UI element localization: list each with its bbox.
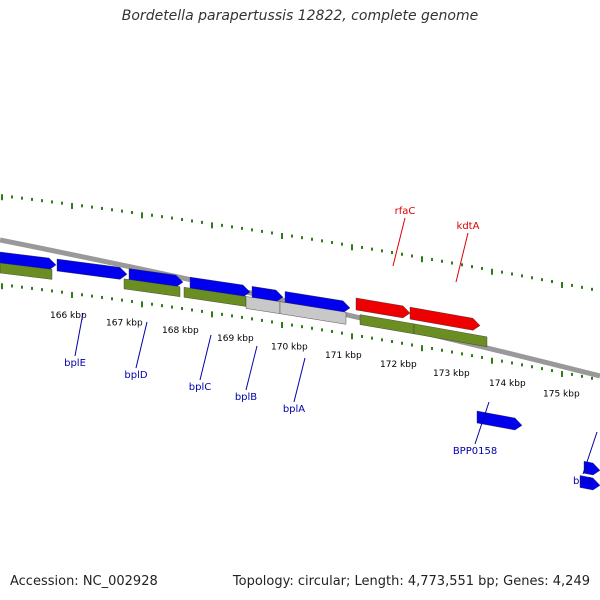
outer-tick-ring: [1, 194, 593, 291]
cds-bar: [0, 262, 53, 280]
gene-label-rfac: rfaC: [395, 206, 416, 217]
gene-arrow: [284, 291, 351, 314]
kbp-label: 168 kbp: [162, 326, 199, 336]
topology-summary: Topology: circular; Length: 4,773,551 bp…: [232, 574, 590, 589]
kbp-label: 166 kbp: [50, 311, 87, 321]
scale-labels: 166 kbp 167 kbp 168 kbp 169 kbp 170 kbp 171 k…: [50, 311, 580, 399]
label-leader: [474, 401, 490, 445]
kbp-label: 173 kbp: [433, 369, 470, 379]
label-leader: [245, 345, 258, 391]
gene-arrow: [128, 268, 184, 288]
label-leader: [135, 321, 148, 369]
accession-label: Accession: NC_002928: [10, 574, 158, 589]
gene-label-bpla: bplA: [283, 404, 305, 415]
label-leader: [455, 232, 469, 283]
gene-labels: bplE bplD bplC bplB bplA BPP0158 birA rfaC kdtA: [64, 206, 598, 487]
label-leader: [199, 334, 212, 381]
kbp-label: 175 kbp: [543, 389, 580, 399]
gene-label-bpld: bplD: [124, 370, 147, 381]
label-leader: [392, 217, 406, 267]
gene-arrow: [251, 286, 284, 303]
label-leader: [74, 312, 84, 357]
kbp-label: 172 kbp: [380, 360, 417, 370]
kbp-label: 171 kbp: [325, 351, 362, 361]
rna-arrow: [355, 297, 411, 319]
gene-label-bpp0158: BPP0158: [453, 446, 497, 457]
kbp-label: 170 kbp: [271, 342, 308, 352]
cds-bar: [123, 278, 181, 297]
genome-title: Bordetella parapertussis 12822, complete…: [121, 8, 479, 24]
gene-label-bplb: bplB: [235, 392, 257, 403]
kbp-label: 169 kbp: [217, 334, 254, 344]
feature-track: [0, 251, 600, 491]
cds-bar: [359, 314, 415, 335]
gene-label-kdta: kdtA: [457, 221, 480, 232]
gene-arrow: [189, 276, 251, 298]
label-leader: [293, 357, 306, 403]
inner-tick-ring: [1, 283, 593, 380]
gene-arrow: [476, 410, 523, 431]
label-leader: [582, 431, 598, 475]
gene-label-bple: bplE: [64, 358, 86, 369]
cds-bar: [413, 323, 488, 348]
pseudo-bar: [279, 301, 347, 325]
gene-label-bplc: bplC: [189, 382, 211, 393]
gene-arrow: [579, 475, 600, 491]
gene-label-bira: birA: [573, 476, 593, 487]
kbp-label: 174 kbp: [489, 379, 526, 389]
rna-arrow: [409, 306, 481, 331]
kbp-label: 167 kbp: [106, 318, 143, 328]
gene-arrow: [56, 258, 128, 280]
